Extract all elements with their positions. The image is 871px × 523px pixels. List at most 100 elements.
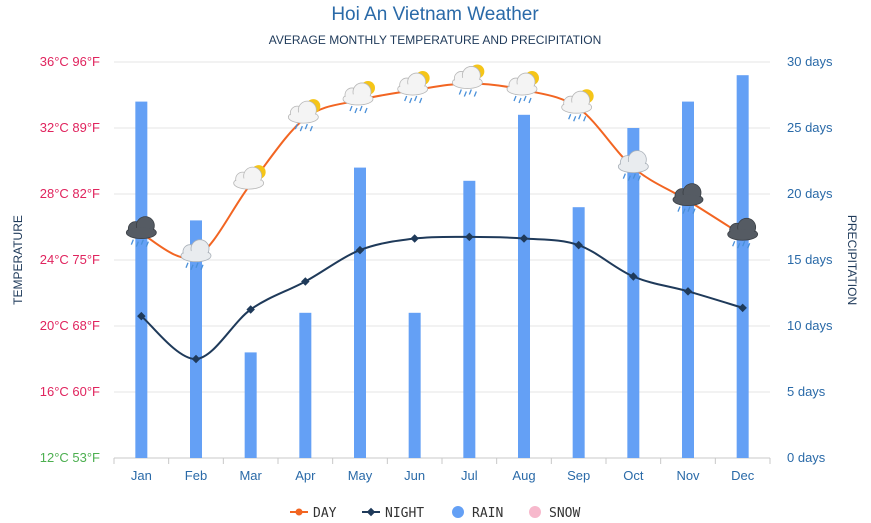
cloud-part [619,161,648,172]
cloud-part [234,178,263,189]
right-tick-label: 0 days [787,450,826,465]
left-tick-label: 16°C 60°F [40,384,100,399]
chart-subtitle: AVERAGE MONTHLY TEMPERATURE AND PRECIPIT… [269,33,602,47]
rain-drop [195,262,199,268]
month-label: Mar [239,468,262,483]
cloud-part [453,77,482,88]
partly-sunny-rain-icon [342,80,375,114]
partly-sunny-rain-icon [397,71,430,104]
cloud-part [508,84,536,95]
legend-item: SNOW [529,506,580,521]
rain-bar [682,101,694,458]
rain-drop [682,208,686,214]
rain-drop [190,264,194,270]
rain-cloud-icon [672,183,704,214]
cloud-part [344,93,372,104]
rain-drop [294,123,298,130]
left-tick-label: 24°C 75°F [40,252,100,267]
night-point [246,305,255,314]
month-label: Apr [295,468,316,483]
rain-drop [419,97,423,104]
cloud-part [562,102,591,113]
rain-drop [409,97,413,104]
right-tick-label: 20 days [787,186,833,201]
legend-item: NIGHT [362,506,424,521]
rain-bar [244,352,257,458]
legend-label: SNOW [549,506,580,521]
temperature-lines [137,82,747,364]
rain-drop [468,89,472,95]
legend-item: RAIN [452,506,503,521]
rain-bar [518,114,530,459]
cloud-part [728,229,757,240]
cloud-part [182,250,210,261]
month-label: Oct [623,468,644,483]
partly-sunny-rain-icon [287,99,321,132]
rain-drop [130,239,134,245]
legend-label: RAIN [472,506,503,521]
left-tick-label: 12°C 53°F [40,450,100,465]
legend-label: NIGHT [385,506,424,521]
light-rain-cloud-icon [180,239,212,270]
partly-sunny-rain-icon [506,71,539,104]
cloud-part [127,227,156,238]
cloud-part [398,84,427,95]
rain-drop [299,125,303,132]
rain-drop [463,91,467,97]
legend-marker [366,507,376,517]
rain-bar [408,312,421,458]
rain-drop [578,113,582,120]
cloud-part [674,194,702,205]
rain-drop [732,241,736,247]
month-label: Sep [567,468,590,483]
rain-drop [528,97,532,104]
axis-ticks: 12°C 53°F 16°C 60°F 20°C 68°F 24°C 75°F 28°C… [40,54,833,483]
gridlines [113,61,771,464]
chart-title: Hoi An Vietnam Weather [331,4,539,25]
left-axis-title: TEMPERATURE [11,215,25,305]
night-point [301,277,310,286]
rain-drop [404,95,408,102]
legend-marker [452,506,464,518]
rain-drop [523,95,527,102]
rain-drop [414,95,418,102]
rain-cloud-icon [125,216,157,247]
right-axis-title: PRECIPITATION [845,215,859,305]
rain-drop [364,107,368,114]
night-point [738,303,747,313]
day-line [140,82,744,260]
rain-drop [742,241,746,247]
rain-drop [637,175,641,181]
rain-bars [135,75,749,459]
night-point [683,287,693,296]
rain-cloud-icon [727,217,759,249]
rain-bar [627,128,640,458]
rain-drop [140,239,144,245]
month-label: Feb [185,468,207,483]
partly-sunny-rain-icon [561,89,594,122]
cloud-part [289,112,318,123]
legend-label: DAY [313,506,337,521]
rain-drop [687,206,691,212]
legend-item: DAY [290,506,337,521]
left-tick-label: 28°C 82°F [40,186,100,201]
rain-drop [737,243,741,249]
night-point [137,311,146,321]
rain-bar [190,220,202,458]
rain-drop [583,115,587,122]
light-rain-cloud-icon [617,150,649,181]
rain-drop [135,241,139,247]
month-label: Nov [676,468,700,483]
rain-drop [518,97,522,104]
legend: DAY NIGHT RAIN SNOW [290,506,580,521]
right-tick-label: 30 days [787,54,833,69]
night-point [191,354,201,364]
night-point [355,245,365,255]
left-tick-label: 32°C 89°F [40,120,100,135]
night-point [629,272,638,281]
right-tick-label: 10 days [787,318,833,333]
rain-drop [677,206,681,212]
right-tick-label: 15 days [787,252,833,267]
month-label: Jun [404,468,425,483]
